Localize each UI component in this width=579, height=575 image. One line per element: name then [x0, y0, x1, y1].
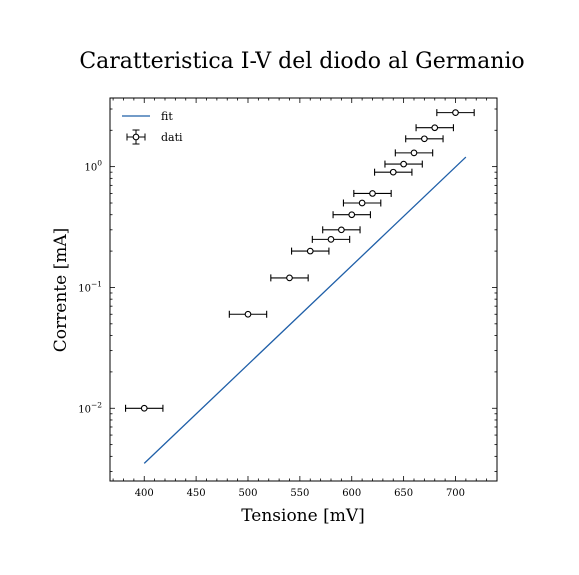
data-marker	[369, 190, 376, 197]
x-tick-label: 600	[342, 488, 361, 499]
plot-frame	[109, 97, 498, 482]
y-axis-label: Corrente [mA]	[51, 228, 71, 352]
data-point	[270, 274, 309, 282]
data-marker	[410, 149, 418, 157]
data-point	[291, 247, 330, 255]
data-point	[311, 235, 351, 243]
x-axis-label: Tensione [mV]	[241, 506, 365, 526]
data-point	[405, 135, 444, 143]
data-point	[125, 404, 164, 412]
data-marker	[286, 274, 293, 282]
data-marker	[338, 226, 345, 234]
x-tick-label: 550	[290, 488, 309, 499]
data-point	[342, 199, 382, 207]
x-tick-label: 450	[187, 488, 206, 499]
x-tick-label: 650	[394, 488, 413, 499]
data-point	[384, 160, 423, 168]
data-point	[228, 310, 268, 318]
data-marker	[140, 404, 148, 412]
data-marker	[452, 109, 459, 116]
data-marker	[431, 124, 439, 132]
data-point	[415, 124, 454, 132]
x-tick-label: 400	[135, 488, 154, 499]
y-tick-label: 10−2	[78, 400, 102, 415]
data-point	[332, 211, 371, 219]
y-ticks: 10−2 10−1 100	[78, 108, 497, 472]
data-marker	[306, 247, 314, 255]
data-marker	[400, 160, 407, 168]
legend-fit-label: fit	[161, 110, 173, 123]
data-marker	[389, 168, 397, 176]
plot-layer	[125, 109, 475, 464]
data-point	[436, 109, 475, 117]
y-tick-label: 10−1	[78, 279, 102, 294]
x-tick-label: 700	[446, 488, 465, 499]
data-marker	[327, 236, 335, 243]
chart-title: Caratteristica I-V del diodo al Germanio	[79, 49, 524, 74]
data-point	[353, 189, 392, 197]
data-point	[374, 168, 413, 176]
data-point	[322, 226, 361, 234]
data-point	[394, 149, 434, 157]
x-ticks: 400 450 500 550 600 650 700	[112, 98, 498, 499]
y-tick-label: 100	[84, 159, 102, 174]
data-marker	[348, 211, 356, 219]
legend-dati-label: dati	[161, 131, 183, 144]
x-tick-label: 500	[238, 488, 257, 499]
legend: fit dati	[122, 110, 183, 145]
data-marker	[421, 135, 428, 143]
fit-line	[143, 156, 467, 464]
data-marker	[244, 310, 252, 318]
legend-dati-swatch	[126, 129, 146, 145]
data-marker	[358, 199, 366, 207]
